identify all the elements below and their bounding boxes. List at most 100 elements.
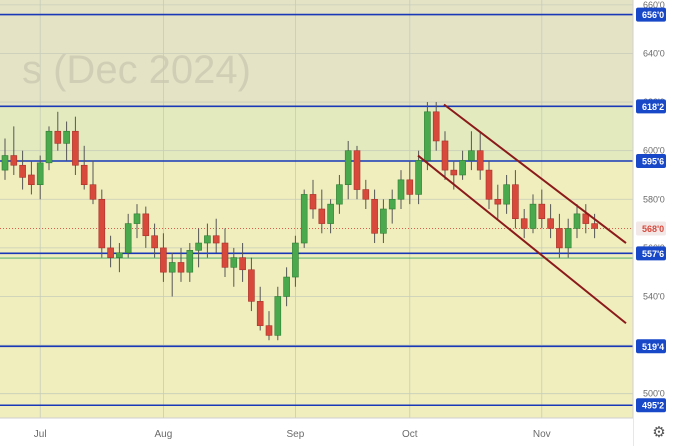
level-label: 618'2 [642,102,664,112]
level-label-bg [636,246,666,261]
candle-body [230,257,238,268]
candle-body [63,130,70,144]
level-label-bg [636,398,666,413]
candle-body [248,269,255,302]
candle-body [371,198,378,234]
time-axis-panel [0,418,633,446]
level-label: 519'4 [642,342,664,352]
candle-body [45,130,53,164]
candle-body [476,150,484,171]
last-price-label: 568'0 [642,224,664,234]
y-tick-label: 580'0 [643,194,665,204]
level-label-bg [636,339,666,354]
level-label: 495'2 [642,401,664,411]
y-tick-label: 660'0 [643,0,665,10]
candle-body [564,228,572,249]
candle-body [142,213,150,237]
candle-body [239,257,246,271]
candle-body [538,203,546,220]
candle-body [336,184,343,205]
candle-body [10,155,18,166]
y-tick-label: 540'0 [643,291,665,301]
candle-body [344,150,352,185]
trend-channel-line [443,103,627,244]
candle-body [459,160,466,176]
candle-body [221,242,229,268]
y-tick-label: 640'0 [643,48,665,58]
candle-body [168,262,176,273]
candle-body [327,203,334,224]
x-tick-label: Sep [287,429,305,440]
x-tick-label: Nov [533,429,551,440]
candle-body [591,223,598,229]
candle-body [353,150,361,190]
candle-body [300,194,308,244]
candle-body [283,276,290,297]
candle-body [19,164,26,178]
candle-body [186,250,194,273]
candle-body [468,150,475,161]
level-label: 595'6 [642,157,664,167]
candle-body [54,130,62,144]
level-label-bg [636,154,666,169]
x-tick-label: Aug [155,429,173,440]
x-tick-label: Oct [402,429,418,440]
level-label: 656'0 [642,10,664,20]
candle-body [529,203,537,229]
candle-body [124,223,132,254]
candle-body [582,213,590,224]
candle-body [432,111,440,142]
candle-body [520,218,528,229]
candle-body [512,184,519,220]
candle-body [89,184,97,200]
candle-body [256,301,264,326]
price-zone [0,106,633,162]
candle-body [80,164,88,185]
candle-body [28,174,35,185]
y-tick-label: 500'0 [643,389,665,399]
last-price-label-bg [636,221,666,236]
chart-watermark: s (Dec 2024) [22,48,251,92]
level-label-bg [636,7,666,22]
candle-body [107,247,114,258]
candle-body [133,213,141,224]
candle-body [388,198,396,210]
candle-body [415,160,422,195]
candle-body [573,213,581,229]
price-zone [0,161,633,418]
level-label: 557'6 [642,249,664,259]
level-label-bg [636,99,666,114]
candle-body [98,198,106,249]
candle-body [265,325,273,336]
candle-body [450,169,458,176]
trend-channel-line [417,154,627,324]
candle-body [204,235,211,244]
y-tick-label: 600'0 [643,146,665,156]
x-tick-label: Jul [34,429,47,440]
candle-body [274,296,282,336]
candle-body [177,262,185,273]
candle-body [292,242,299,278]
candle-body [424,111,431,161]
candle-body [195,242,202,251]
candle-body [362,189,370,200]
candle-body [318,208,326,224]
candle-body [406,179,414,195]
candle-body [1,155,9,171]
candle-body [556,228,563,249]
candle-body [212,235,220,244]
candle-body [397,179,405,200]
candle-body [72,130,79,166]
candle-body [441,140,449,171]
candle-body [503,184,510,205]
gear-icon[interactable]: ⚙ [652,424,666,441]
candle-body [485,169,493,200]
candle-body [151,235,158,249]
candle-body [36,162,44,185]
candle-body [547,218,554,229]
candle-body [160,247,167,273]
candle-body [116,252,123,258]
candle-body [494,198,502,205]
